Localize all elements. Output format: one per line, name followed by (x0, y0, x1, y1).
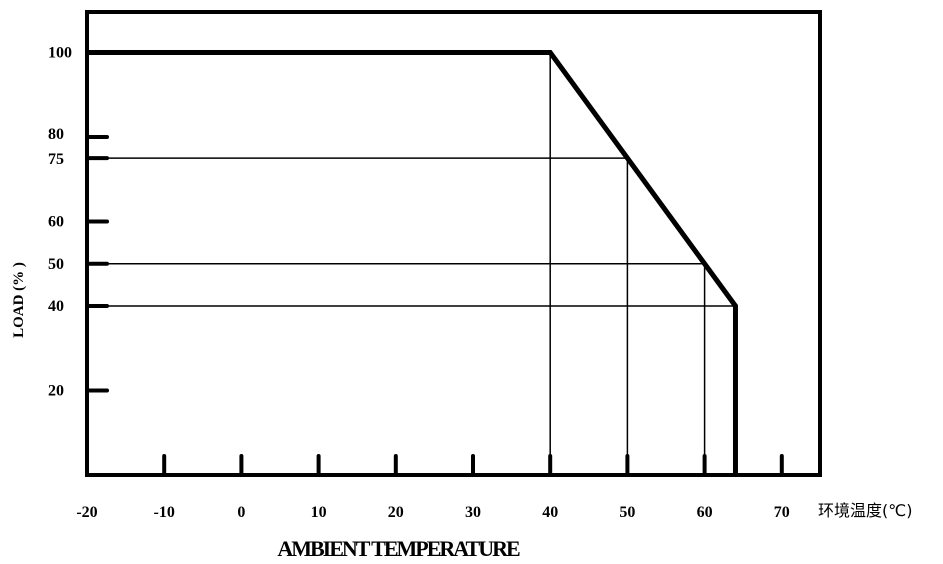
reference-lines (87, 52, 737, 475)
x-tick-label: 50 (619, 504, 635, 521)
y-axis-ticks (85, 50, 109, 393)
y-tick-label: 60 (48, 214, 64, 231)
x-tick-label: 60 (697, 504, 713, 521)
x-tick-label: 10 (311, 504, 327, 521)
y-tick-label: 80 (48, 126, 64, 143)
x-axis-title: AMBIENT TEMPERATURE (277, 536, 520, 561)
x-tick-label: 40 (542, 504, 558, 521)
x-tick-label: -10 (154, 504, 175, 521)
y-tick-label: 100 (48, 45, 72, 62)
x-tick-label: 70 (774, 504, 790, 521)
plot-frame (85, 10, 822, 477)
y-tick-labels: 100 80 75 60 50 40 20 (48, 45, 72, 400)
x-tick-labels: -20 -10 0 10 20 30 40 50 60 70 (76, 504, 789, 521)
x-axis-ticks (162, 454, 784, 477)
x-unit-label: 环境温度(℃) (818, 501, 912, 520)
y-axis-title: LOAD (% ) (11, 262, 27, 338)
y-tick-label: 40 (48, 298, 64, 315)
x-tick-label: 20 (388, 504, 404, 521)
x-tick-label: -20 (76, 504, 97, 521)
y-tick-label: 20 (48, 383, 64, 400)
y-tick-label: 75 (48, 151, 64, 168)
y-tick-label: 50 (48, 256, 64, 273)
x-tick-label: 0 (237, 504, 245, 521)
derating-curve (87, 50, 738, 475)
x-tick-label: 30 (465, 504, 481, 521)
